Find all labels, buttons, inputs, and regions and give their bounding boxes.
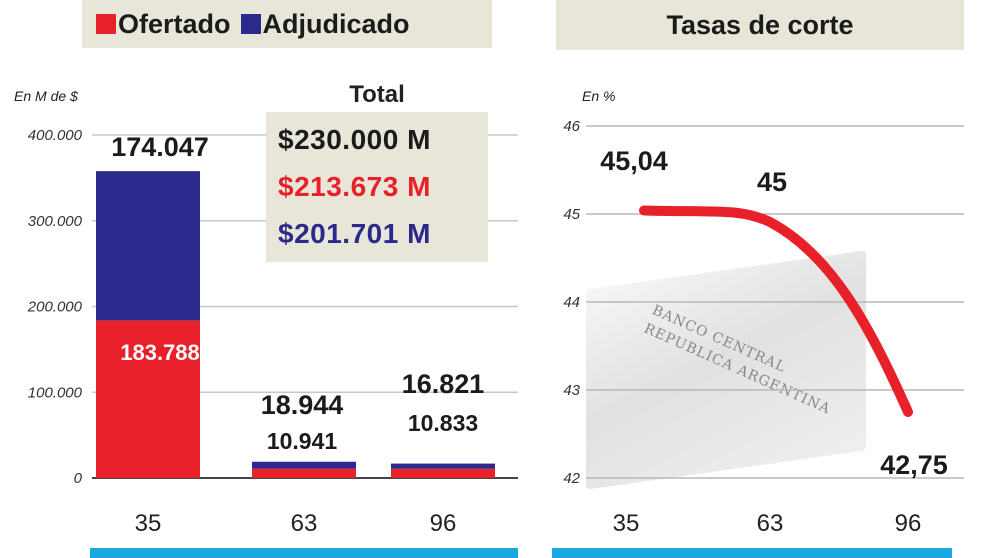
total-panel: Total $230.000 M $213.673 M $201.701 M <box>266 78 488 262</box>
line-y-tick-label: 44 <box>563 294 580 311</box>
right-chart-title: Tasas de corte <box>556 0 964 50</box>
bar-ofertado <box>391 468 495 478</box>
bar-label-ofertado: 10.941 <box>267 428 338 454</box>
bar-label-ofertado: 10.833 <box>408 410 478 436</box>
total-title: Total <box>349 81 405 108</box>
left-bottom-strip <box>90 548 518 558</box>
bar-x-tick-label: 96 <box>430 510 457 537</box>
legend-item-adjudicado: Adjudicado <box>240 8 410 40</box>
bar-label-adjudicado: 174.047 <box>111 132 209 162</box>
bar-x-tick-label: 35 <box>135 510 162 537</box>
bar-y-tick-label: 300.000 <box>28 213 83 230</box>
total-line-3: $201.701 M <box>278 218 431 250</box>
line-x-tick-label: 35 <box>613 510 640 537</box>
bar-label-ofertado: 183.788 <box>120 340 200 365</box>
legend-swatch-ofertado <box>96 14 116 34</box>
legend-item-ofertado: Ofertado <box>96 9 231 40</box>
line-data-label: 45 <box>757 167 787 197</box>
right-unit-label: En % <box>582 88 616 104</box>
bar-label-adjudicado: 16.821 <box>402 369 485 399</box>
line-series-tasas <box>639 205 913 417</box>
bar-y-tick-label: 400.000 <box>28 127 83 144</box>
legend: Ofertado Adjudicado <box>82 0 492 48</box>
left-unit-label: En M de $ <box>14 88 78 104</box>
bar-ofertado <box>96 320 200 478</box>
bar-label-adjudicado: 18.944 <box>261 390 344 420</box>
bar-y-tick-label: 200.000 <box>27 299 83 316</box>
line-y-tick-label: 45 <box>563 206 580 223</box>
legend-swatch-adjudicado <box>240 14 261 34</box>
line-x-tick-label: 63 <box>757 510 784 537</box>
line-y-tick-label: 42 <box>563 470 580 487</box>
bar-y-tick-label: 0 <box>74 470 83 487</box>
line-data-label: 45,04 <box>600 146 668 176</box>
bar-y-tick-label: 100.000 <box>28 384 83 401</box>
bar-ofertado <box>252 468 356 478</box>
total-line-2: $213.673 M <box>278 170 431 202</box>
line-data-label: 42,75 <box>880 450 948 480</box>
line-y-tick-label: 46 <box>563 118 580 135</box>
total-line-1: $230.000 M <box>278 123 431 155</box>
bar-adjudicado <box>391 463 495 469</box>
legend-label-ofertado: Ofertado <box>118 8 231 39</box>
line-y-tick-label: 43 <box>563 382 580 399</box>
bar-adjudicado <box>252 461 356 469</box>
bar-x-tick-label: 63 <box>291 510 318 537</box>
right-bottom-strip <box>552 548 952 558</box>
legend-label-adjudicado: Adjudicado <box>262 8 410 39</box>
total-values-box: $230.000 M $213.673 M $201.701 M <box>266 112 488 262</box>
bar-adjudicado <box>96 171 200 321</box>
line-x-tick-label: 96 <box>895 510 922 537</box>
